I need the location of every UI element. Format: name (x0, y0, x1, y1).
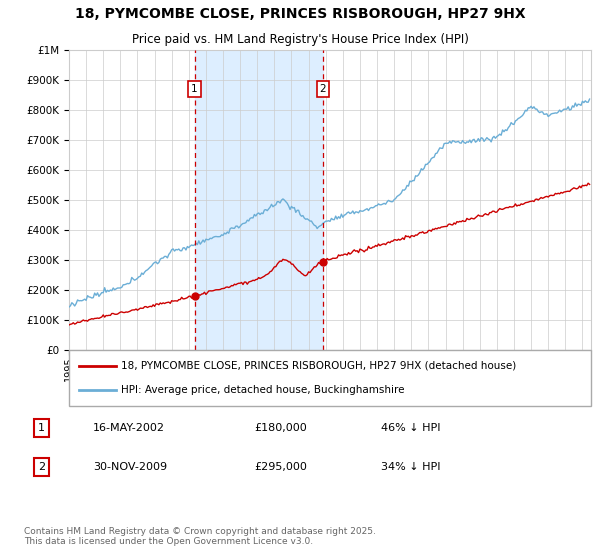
Text: 46% ↓ HPI: 46% ↓ HPI (381, 423, 440, 433)
FancyBboxPatch shape (69, 350, 591, 406)
Text: £180,000: £180,000 (254, 423, 307, 433)
Text: 1: 1 (191, 85, 198, 94)
Text: 18, PYMCOMBE CLOSE, PRINCES RISBOROUGH, HP27 9HX (detached house): 18, PYMCOMBE CLOSE, PRINCES RISBOROUGH, … (121, 361, 517, 371)
Text: HPI: Average price, detached house, Buckinghamshire: HPI: Average price, detached house, Buck… (121, 385, 404, 395)
Text: 2: 2 (320, 85, 326, 94)
Bar (194, 50, 323, 350)
Text: 1: 1 (38, 423, 45, 433)
Text: 18, PYMCOMBE CLOSE, PRINCES RISBOROUGH, HP27 9HX: 18, PYMCOMBE CLOSE, PRINCES RISBOROUGH, … (74, 7, 526, 21)
Text: 16-MAY-2002: 16-MAY-2002 (93, 423, 165, 433)
Text: Price paid vs. HM Land Registry's House Price Index (HPI): Price paid vs. HM Land Registry's House … (131, 33, 469, 46)
Text: 34% ↓ HPI: 34% ↓ HPI (381, 462, 440, 472)
Text: 2: 2 (38, 462, 45, 472)
Text: £295,000: £295,000 (254, 462, 307, 472)
Text: Contains HM Land Registry data © Crown copyright and database right 2025.
This d: Contains HM Land Registry data © Crown c… (24, 526, 376, 546)
Text: 30-NOV-2009: 30-NOV-2009 (93, 462, 167, 472)
